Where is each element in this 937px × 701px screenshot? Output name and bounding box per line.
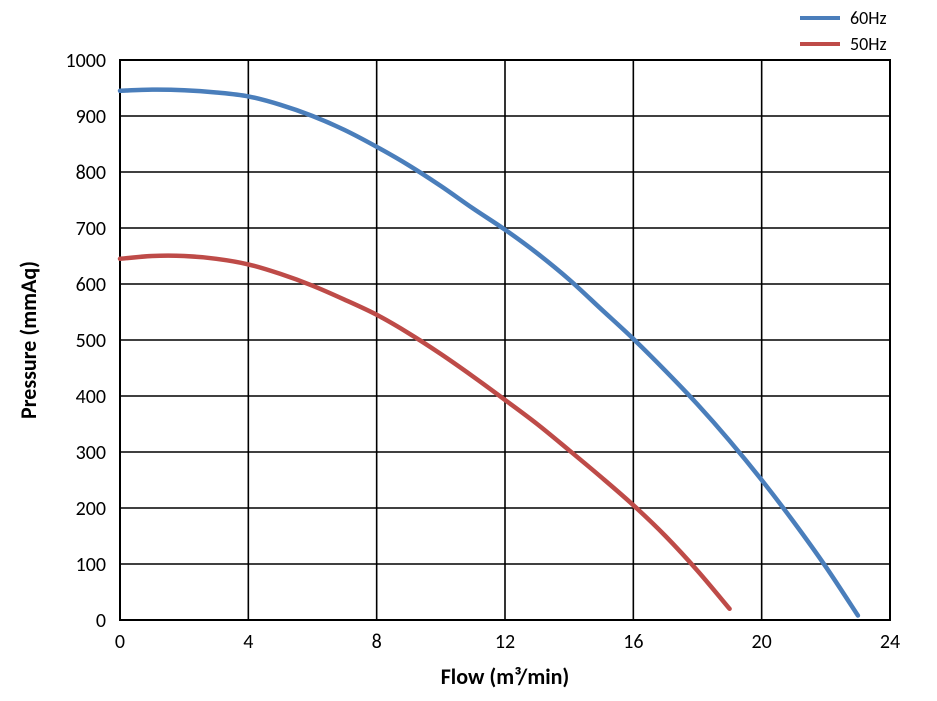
x-tick-label: 20 (752, 630, 772, 654)
chart-svg: 0 4 8 12 16 20 24 0 100 200 300 400 500 600 700 800 900 1… (0, 0, 937, 701)
pressure-flow-chart: 0 4 8 12 16 20 24 0 100 200 300 400 500 600 700 800 900 1… (0, 0, 937, 701)
x-tick-label: 4 (243, 630, 253, 654)
y-tick-label: 300 (76, 441, 106, 465)
y-tick-label: 900 (76, 105, 106, 129)
y-tick-label: 0 (96, 609, 106, 633)
y-tick-label: 600 (76, 273, 106, 297)
y-tick-label: 200 (76, 497, 106, 521)
y-tick-label: 400 (76, 385, 106, 409)
y-tick-label: 500 (76, 329, 106, 353)
x-tick-label: 24 (880, 630, 900, 654)
x-tick-label: 12 (495, 630, 515, 654)
x-tick-label: 16 (623, 630, 643, 654)
y-tick-label: 700 (76, 217, 106, 241)
y-axis-title: Pressure (mmAq) (15, 261, 42, 419)
legend-label: 60Hz (850, 7, 887, 29)
legend-label: 50Hz (850, 33, 887, 55)
x-tick-label: 8 (372, 630, 382, 654)
y-tick-label: 800 (76, 161, 106, 185)
x-axis-title: Flow (m³/min) (441, 663, 570, 690)
y-tick-label: 1000 (65, 49, 106, 73)
y-tick-label: 100 (76, 553, 106, 577)
x-tick-label: 0 (115, 630, 125, 654)
